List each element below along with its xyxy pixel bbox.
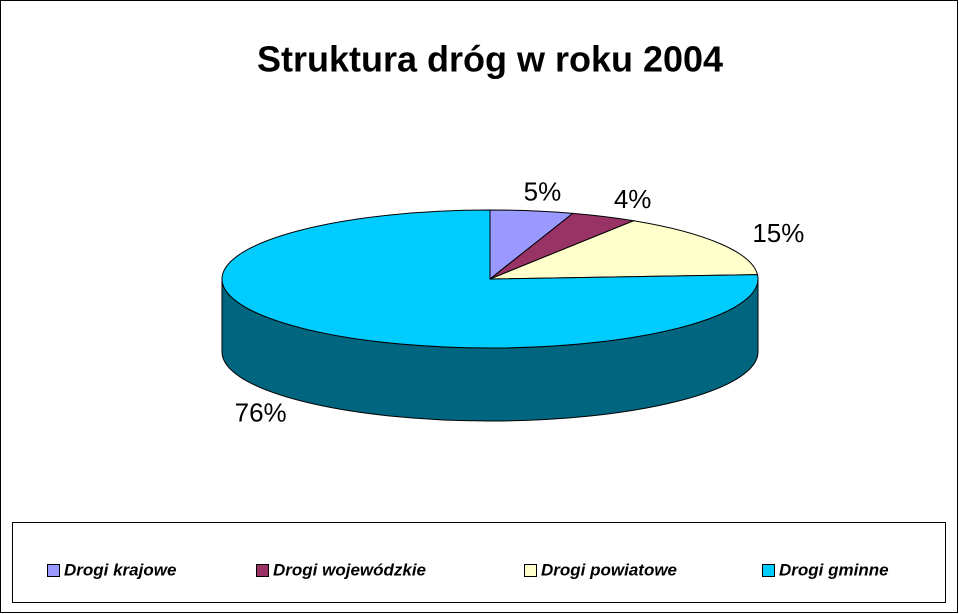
data-label: 5% [524,177,562,207]
data-label: 4% [614,184,652,214]
legend-label: Drogi gminne [779,560,889,579]
legend-label: Drogi powiatowe [541,560,677,579]
data-label: 76% [235,398,287,428]
chart-title: Struktura dróg w roku 2004 [257,39,723,80]
legend-swatch [256,564,269,577]
legend-swatch [524,564,537,577]
data-label: 15% [752,218,804,248]
legend-box [12,522,946,603]
legend-label: Drogi krajowe [64,560,176,579]
legend-swatch [762,564,775,577]
legend-swatch [47,564,60,577]
pie-slice [489,220,759,280]
pie-tops [221,209,759,349]
pie-slice [221,209,759,349]
legend-label: Drogi wojewódzkie [273,560,426,579]
